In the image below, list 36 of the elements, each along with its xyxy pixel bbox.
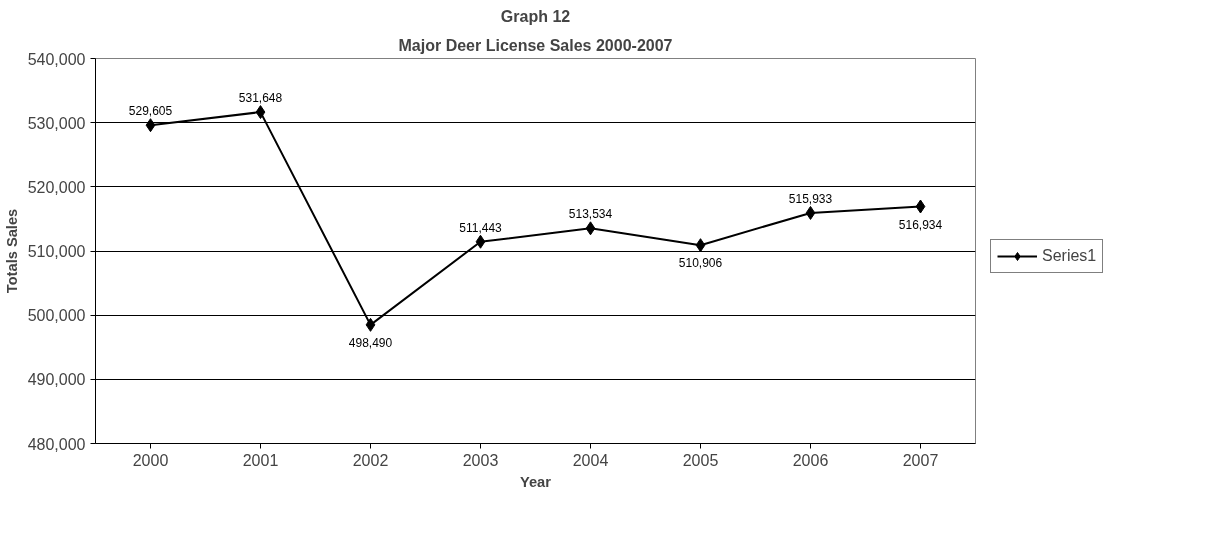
x-tick-label: 2002	[352, 451, 389, 469]
point	[585, 221, 596, 236]
y-axis-title: Totals Sales	[3, 208, 20, 294]
point	[915, 199, 926, 214]
x-tick-label: 2001	[242, 451, 279, 469]
point	[805, 205, 816, 220]
x-tick-label: 2000	[132, 451, 169, 469]
data-label: 513,534	[568, 207, 613, 222]
y-tick-label: 480,000	[27, 435, 86, 453]
data-label: 511,443	[459, 220, 503, 235]
x-tick-label: 2003	[462, 451, 499, 469]
data-label: 498,490	[348, 335, 393, 350]
x-tick-label: 2007	[902, 451, 939, 469]
y-tick-label: 520,000	[27, 178, 86, 196]
x-tick-label: 2004	[572, 451, 609, 469]
y-tick-label: 530,000	[27, 114, 86, 132]
data-label: 515,933	[788, 191, 833, 206]
x-tick-label: 2006	[792, 451, 829, 469]
y-tick-label: 500,000	[27, 307, 86, 325]
chart-title: Graph 12	[500, 7, 571, 25]
x-tick-label: 2005	[682, 451, 719, 469]
chart-subtitle: Major Deer License Sales 2000-2007	[398, 36, 673, 54]
point	[475, 234, 486, 249]
point	[145, 118, 156, 133]
x-axis-title: Year	[520, 473, 552, 490]
y-tick-label: 490,000	[27, 371, 86, 389]
point	[365, 317, 376, 332]
data-label: 510,906	[678, 256, 723, 271]
point	[695, 238, 706, 253]
y-tick-label: 540,000	[27, 50, 86, 68]
data-label: 516,934	[898, 217, 943, 232]
data-label: 529,605	[128, 104, 173, 119]
data-label: 531,648	[238, 91, 283, 106]
y-tick-label: 510,000	[27, 243, 86, 260]
point	[255, 105, 266, 120]
legend-label: Series1	[1042, 247, 1097, 265]
